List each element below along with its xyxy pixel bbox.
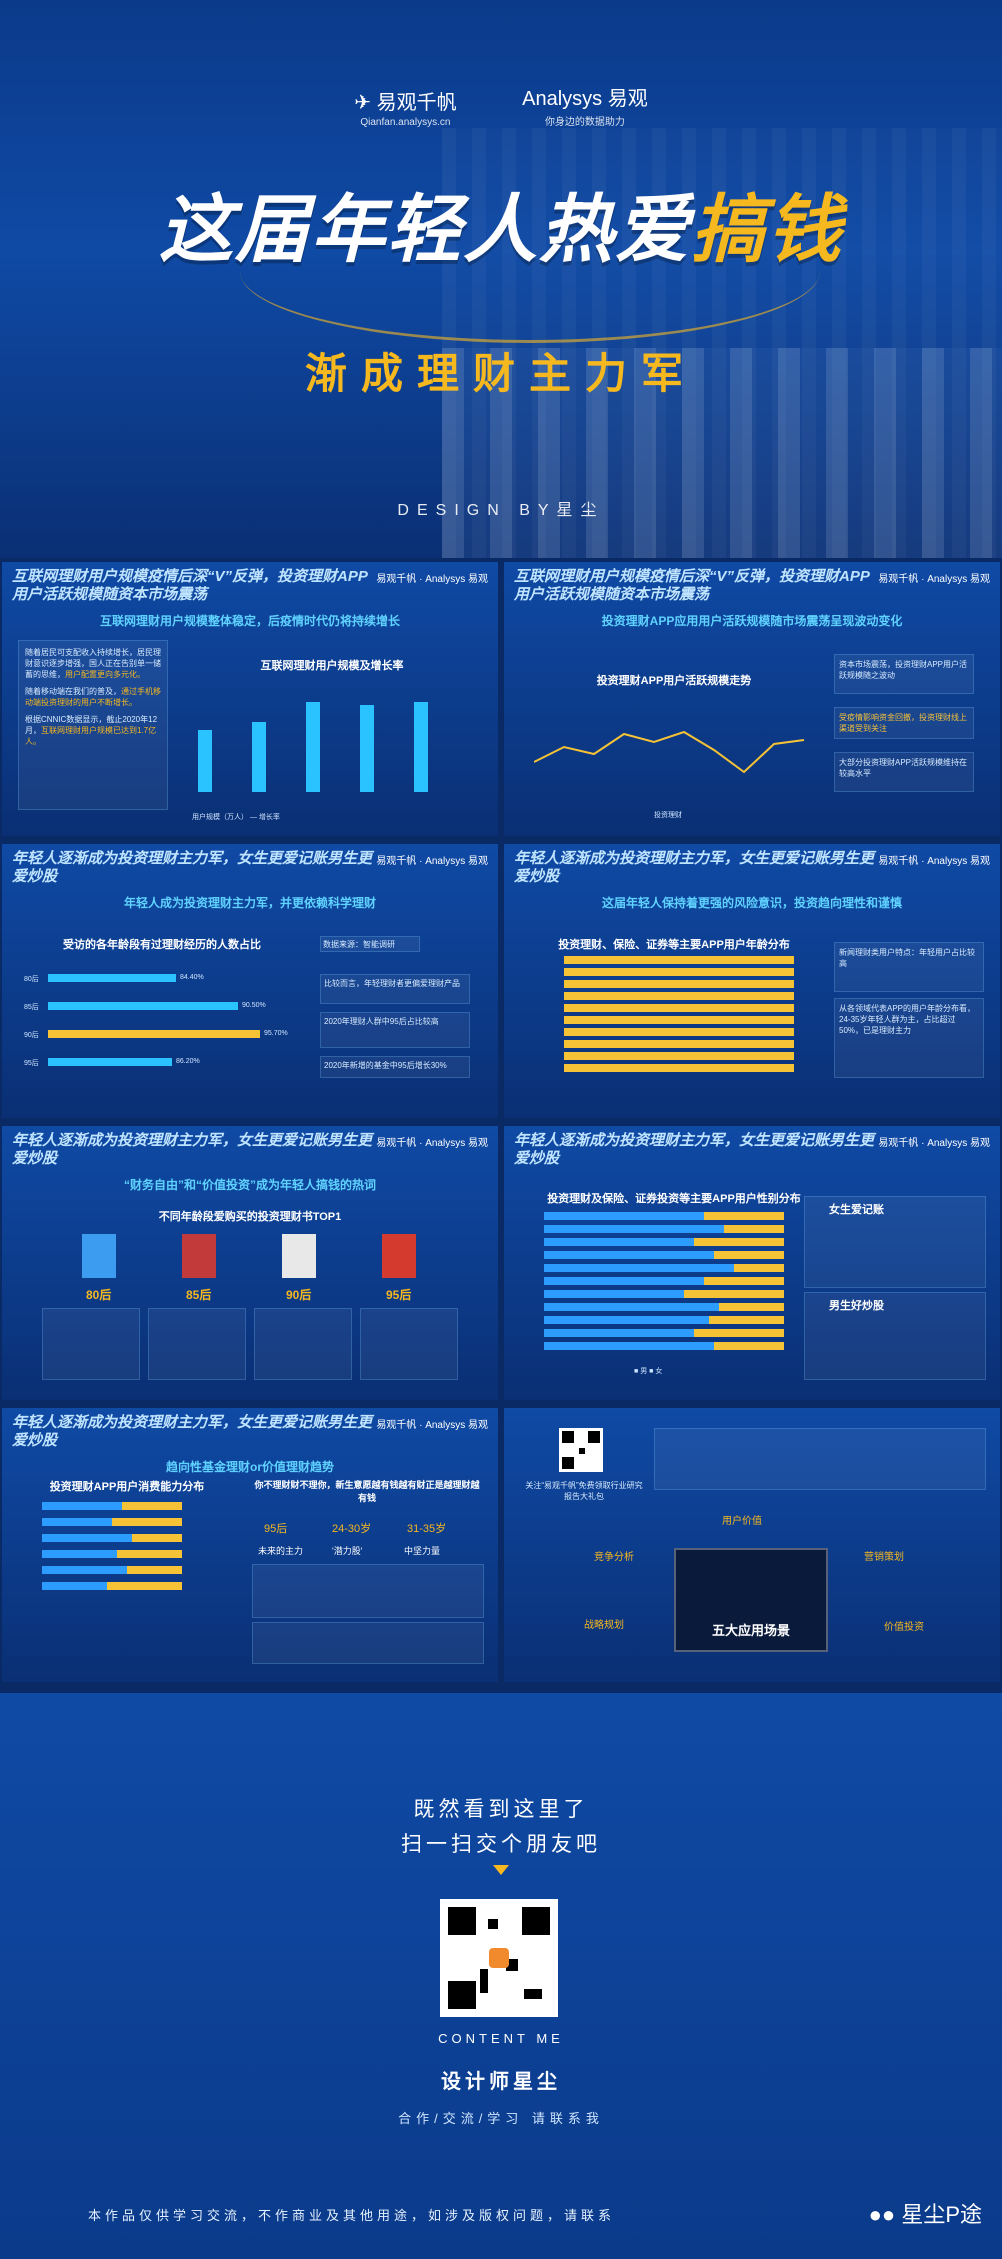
- chart-title: 投资理财、保险、证券等主要APP用户年龄分布: [558, 939, 790, 951]
- line-series: [534, 730, 805, 774]
- chart-title: 投资理财APP用户消费能力分布: [49, 1481, 205, 1493]
- slide-consumption: 年轻人逐渐成为投资理财主力军，女生更爱记账男生更爱炒股 易观千帆 · Analy…: [2, 1408, 498, 1682]
- slide-app-activity: 互联网理财用户规模疫情后深“V”反弹，投资理财APP用户活跃规模随资本市场震荡 …: [504, 562, 1000, 836]
- bird-logo-icon: ✈: [354, 92, 377, 114]
- slide-title: 互联网理财用户规模疫情后深“V”反弹，投资理财APP用户活跃规模随资本市场震荡: [514, 568, 870, 603]
- chart-bar: [48, 974, 176, 982]
- content-me-label: CONTENT ME: [438, 2031, 564, 2046]
- hero-title: 这届年轻人热爱搞钱: [159, 188, 843, 271]
- chart-title: 受访的各年龄段有过理财经历的人数占比: [63, 939, 261, 951]
- chart-title: 互联网理财用户规模及增长率: [260, 660, 404, 672]
- slide-title: 年轻人逐渐成为投资理财主力军，女生更爱记账男生更爱炒股: [12, 850, 373, 885]
- chart-title: 投资理财APP用户活跃规模走势: [596, 675, 752, 687]
- book-cover-image: [82, 1234, 116, 1278]
- note-box: 大部分投资理财APP活跃规模维持在较高水平: [834, 752, 974, 792]
- chart-bar: [414, 702, 428, 792]
- slide-title: 互联网理财用户规模疫情后深“V”反弹，投资理财APP用户活跃规模随资本市场震荡: [12, 568, 368, 603]
- book-cover-image: [382, 1234, 416, 1278]
- qr-code-image[interactable]: [440, 1899, 558, 2017]
- slide-book-top: 年轻人逐渐成为投资理财主力军，女生更爱记账男生更爱炒股 易观千帆 · Analy…: [2, 1126, 498, 1400]
- brand-mark: 易观千帆 · Analysys 易观: [878, 1138, 990, 1149]
- cover-slide: ✈ 易观千帆 Qianfan.analysys.cn Analysys 易观 你…: [0, 0, 1002, 558]
- slide-age-distribution: 年轻人逐渐成为投资理财主力军，女生更爱记账男生更爱炒股 易观千帆 · Analy…: [504, 844, 1000, 1118]
- chart-bar: [48, 1002, 238, 1010]
- legend: 用户规模（万人） — 增长率: [192, 814, 280, 821]
- note-box: 2020年新增的基金中95后增长30%: [320, 1056, 470, 1078]
- text-panel: [148, 1308, 246, 1380]
- analysys-logo: Analysys 易观 你身边的数据助力: [522, 88, 648, 128]
- chart-bar: [198, 730, 212, 792]
- text-panel: 男生好炒股: [804, 1292, 986, 1380]
- footer-line2: 扫一扫交个朋友吧: [401, 1833, 601, 1856]
- section-heading: 投资理财APP应用用户活跃规模随市场震荡呈现波动变化: [601, 614, 903, 628]
- gold-curve-decoration: [240, 200, 820, 343]
- designer-name: 设计师星尘: [441, 2071, 561, 2093]
- slide-title: 年轻人逐渐成为投资理财主力军，女生更爱记账男生更爱炒股: [514, 850, 875, 885]
- brand-mark: 易观千帆 · Analysys 易观: [376, 856, 488, 867]
- text-panel: 女生爱记账: [804, 1196, 986, 1288]
- book-cover-image: [282, 1234, 316, 1278]
- book-cover-image: [182, 1234, 216, 1278]
- chart-title: 不同年龄段爱购买的投资理财书TOP1: [158, 1211, 342, 1223]
- avatar: [489, 1948, 509, 1968]
- chart-title: 你不理财财不理你，新生意愿越有钱越有财正是越理财越有钱: [254, 1480, 480, 1503]
- disclaimer: 本作品仅供学习交流，不作商业及其他用途，如涉及版权问题，请联系: [88, 2208, 616, 2223]
- chart-bar: [360, 705, 374, 792]
- hero-subtitle: 渐成理财主力军: [304, 350, 697, 397]
- brand-mark: 易观千帆 · Analysys 易观: [376, 1420, 488, 1431]
- slide-title: 年轻人逐渐成为投资理财主力军，女生更爱记账男生更爱炒股: [12, 1414, 373, 1449]
- text-panel: [42, 1308, 140, 1380]
- watermark: ●● 星尘P途: [868, 2202, 982, 2227]
- legend: 投资理财: [654, 812, 682, 819]
- brand-mark: 易观千帆 · Analysys 易观: [878, 574, 990, 585]
- section-heading: “财务自由”和“价值投资”成为年轻人搞钱的热词: [123, 1178, 376, 1192]
- slide-young-investors: 年轻人逐渐成为投资理财主力军，女生更爱记账男生更爱炒股 易观千帆 · Analy…: [2, 844, 498, 1118]
- chevron-down-icon: [493, 1865, 509, 1875]
- chart-title: 投资理财及保险、证券投资等主要APP用户性别分布: [547, 1193, 801, 1205]
- chart-bar: [48, 1030, 260, 1038]
- design-credit: DESIGN BY星尘: [397, 502, 605, 519]
- logo-row: ✈ 易观千帆 Qianfan.analysys.cn Analysys 易观 你…: [0, 82, 1002, 131]
- section-heading: 这届年轻人保持着更强的风险意识，投资趋向理性和谨慎: [601, 896, 902, 910]
- footer-line1: 既然看到这里了: [413, 1798, 589, 1821]
- section-heading: 互联网理财用户规模整体稳定，后疫情时代仍将持续增长: [99, 614, 400, 628]
- note-box: 从各领域代表APP的用户年龄分布看，24-35岁年轻人群为主，占比超过50%，已…: [834, 998, 984, 1078]
- laptop-image: 五大应用场景: [674, 1548, 828, 1652]
- note-box: 2020年理财人群中95后占比较高: [320, 1012, 470, 1048]
- section-heading: 年轻人成为投资理财主力军，并更依赖科学理财: [123, 896, 376, 910]
- note-box: 资本市场震荡，投资理财APP用户活跃规模随之波动: [834, 654, 974, 694]
- legend: ■ 男 ■ 女: [634, 1368, 663, 1375]
- slide-scenarios: 关注“易观千帆”免费领取行业研究报告大礼包 五大应用场景 用户价值 竞争分析 营…: [504, 1408, 1000, 1682]
- note-box: 受疫情影响资金回撤，投资理财线上渠道受到关注: [834, 707, 974, 739]
- text-panel: [654, 1428, 986, 1490]
- brand-mark: 易观千帆 · Analysys 易观: [878, 856, 990, 867]
- text-panel: [254, 1308, 352, 1380]
- brand-mark: 易观千帆 · Analysys 易观: [376, 1138, 488, 1149]
- callout: 数据来源：智能调研: [320, 936, 420, 952]
- qianfan-logo: ✈ 易观千帆 Qianfan.analysys.cn: [354, 92, 457, 128]
- wechat-icon: ●●: [868, 2202, 896, 2227]
- brand-mark: 易观千帆 · Analysys 易观: [376, 574, 488, 585]
- slide-user-scale: 互联网理财用户规模疫情后深“V”反弹，投资理财APP用户活跃规模随资本市场震荡 …: [2, 562, 498, 836]
- line-chart: [534, 730, 805, 774]
- slide-title: 年轻人逐渐成为投资理财主力军，女生更爱记账男生更爱炒股: [514, 1132, 875, 1167]
- chart-bar: [48, 1058, 172, 1066]
- section-heading: 趋向性基金理财or价值理财趋势: [165, 1460, 334, 1474]
- chart-bar: [252, 722, 266, 792]
- slide-gender-distribution: 年轻人逐渐成为投资理财主力军，女生更爱记账男生更爱炒股 易观千帆 · Analy…: [504, 1126, 1000, 1400]
- note-box: 新闻理财类用户特点：年轻用户占比较高: [834, 942, 984, 992]
- text-panel: [252, 1564, 484, 1618]
- slide-title: 年轻人逐渐成为投资理财主力军，女生更爱记账男生更爱炒股: [12, 1132, 373, 1167]
- note-box: 比较而言，年轻理财者更偏爱理财产品: [320, 974, 470, 1004]
- qr-caption: 关注“易观千帆”免费领取行业研究报告大礼包: [525, 1481, 643, 1501]
- text-panel: 随着居民可支配收入持续增长，居民理财意识逐步增强，国人正在告别单一储蓄的思维，用…: [18, 640, 168, 810]
- text-panel: [360, 1308, 458, 1380]
- footer-section: 既然看到这里了 扫一扫交个朋友吧 CONTENT ME 设计师星尘 合作/交流/…: [0, 1693, 1002, 2259]
- chart-bar: [306, 702, 320, 792]
- contact-line: 合作/交流/学习 请联系我: [398, 2111, 604, 2126]
- qr-code-image: [559, 1428, 603, 1472]
- text-panel: [252, 1622, 484, 1664]
